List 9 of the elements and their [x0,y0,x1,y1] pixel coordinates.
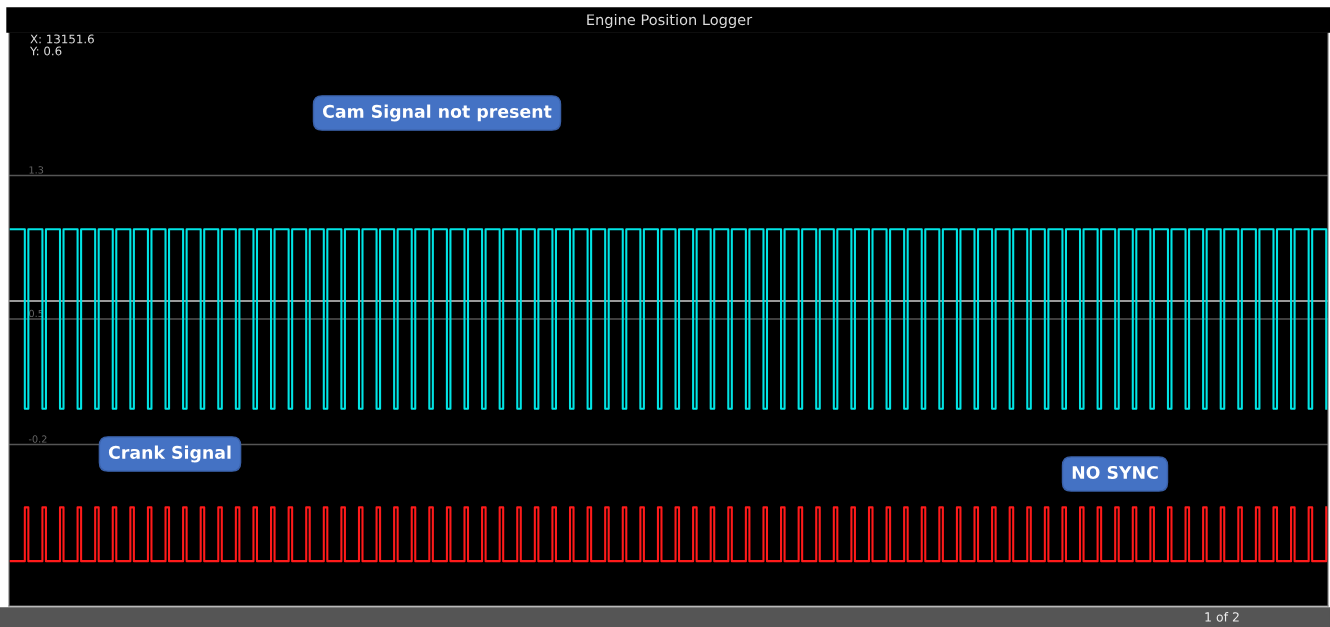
annotation: Cam Signal not present [323,104,552,122]
chart-title: Engine Position Logger [587,13,753,29]
annotation: Y: 0.6 [29,46,62,56]
y-tick-label: -0.2 [28,435,47,443]
annotation: NO SYNC [1072,465,1158,480]
annotation: X: 13151.6 [30,34,94,44]
annotation: Crank Signal [108,445,231,463]
y-tick-label: 1.3 [29,166,44,174]
text: 1 of 2 [1205,611,1239,622]
